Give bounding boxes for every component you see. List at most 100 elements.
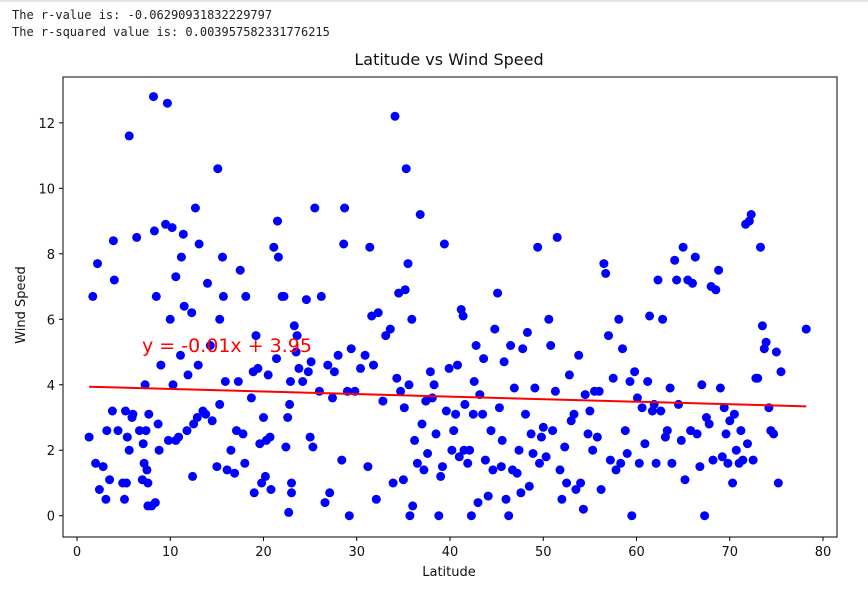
data-point (390, 111, 400, 121)
y-tick-label: 10 (38, 182, 55, 197)
data-point (451, 409, 461, 419)
r-squared-output: The r-squared value is: 0.00395758233177… (12, 25, 330, 39)
data-point (93, 259, 102, 269)
x-axis-ticks: 0 10 20 30 40 50 60 70 80 (73, 537, 831, 560)
data-point (340, 203, 350, 213)
data-point (564, 370, 574, 380)
data-point (385, 324, 395, 334)
data-point (128, 409, 138, 419)
data-point (107, 406, 117, 416)
data-point (121, 478, 131, 488)
data-point (325, 488, 335, 498)
data-point (113, 426, 123, 436)
data-point (98, 462, 108, 472)
data-point (178, 229, 188, 239)
data-point (108, 236, 118, 246)
y-tick-label: 2 (47, 444, 55, 459)
data-point (667, 458, 677, 468)
data-point (171, 272, 181, 282)
data-point (213, 164, 223, 174)
data-point (773, 478, 783, 488)
y-tick-label: 12 (38, 117, 55, 132)
data-point (625, 377, 635, 386)
data-point (473, 498, 483, 508)
data-point (320, 498, 330, 508)
data-point (670, 255, 680, 265)
data-point (399, 403, 409, 413)
data-point (287, 488, 296, 498)
data-point (550, 386, 560, 396)
data-point (544, 314, 554, 324)
data-point (714, 265, 724, 275)
data-point (400, 285, 410, 295)
data-point (504, 511, 514, 521)
data-point (124, 131, 134, 141)
data-point (273, 252, 283, 262)
data-point (506, 341, 516, 350)
data-point (630, 367, 640, 377)
data-point (434, 511, 444, 521)
data-point (538, 422, 548, 432)
data-points (84, 92, 811, 521)
data-point (423, 449, 433, 458)
data-point (140, 380, 150, 390)
data-point (436, 471, 446, 481)
data-point (205, 341, 215, 350)
data-point (249, 488, 259, 498)
data-point (165, 314, 175, 324)
data-point (176, 350, 185, 360)
data-point (190, 203, 200, 213)
data-point (120, 494, 129, 504)
regression-line (89, 385, 807, 408)
data-point (634, 458, 644, 468)
data-point (339, 239, 349, 249)
data-point (203, 278, 212, 288)
data-point (627, 511, 637, 521)
data-point (266, 485, 276, 494)
data-point (286, 377, 295, 386)
data-point (109, 275, 119, 285)
data-point (468, 409, 478, 419)
data-point (273, 216, 282, 226)
data-point (729, 409, 739, 419)
data-point (731, 445, 741, 455)
data-point (105, 475, 115, 485)
data-point (279, 291, 289, 301)
data-point (516, 488, 526, 498)
data-point (218, 252, 227, 262)
data-point (163, 435, 173, 445)
x-tick-label: 30 (348, 545, 365, 560)
data-point (316, 291, 326, 301)
data-point (363, 462, 373, 472)
data-point (618, 344, 627, 354)
data-point (284, 507, 294, 517)
data-point (753, 373, 763, 383)
y-tick-label: 8 (47, 248, 55, 263)
data-point (272, 354, 281, 364)
data-point (748, 455, 758, 465)
data-point (174, 432, 184, 442)
data-point (251, 331, 261, 341)
data-point (235, 265, 245, 275)
data-point (700, 511, 710, 521)
data-point (488, 465, 498, 475)
data-point (599, 259, 609, 269)
data-point (156, 360, 166, 370)
data-point (557, 494, 567, 504)
data-point (555, 465, 565, 475)
data-point (408, 501, 418, 511)
data-point (412, 458, 422, 468)
data-point (314, 386, 324, 396)
data-point (656, 406, 666, 416)
data-point (560, 442, 570, 452)
data-point (653, 275, 663, 285)
data-point (736, 426, 746, 436)
data-point (662, 426, 672, 436)
data-point (388, 478, 398, 488)
data-point (530, 383, 540, 393)
r-value-output: The r-value is: -0.06290931832229797 (12, 8, 273, 22)
data-point (194, 239, 204, 249)
data-point (329, 367, 339, 377)
data-point (192, 413, 202, 422)
data-point (592, 432, 602, 442)
